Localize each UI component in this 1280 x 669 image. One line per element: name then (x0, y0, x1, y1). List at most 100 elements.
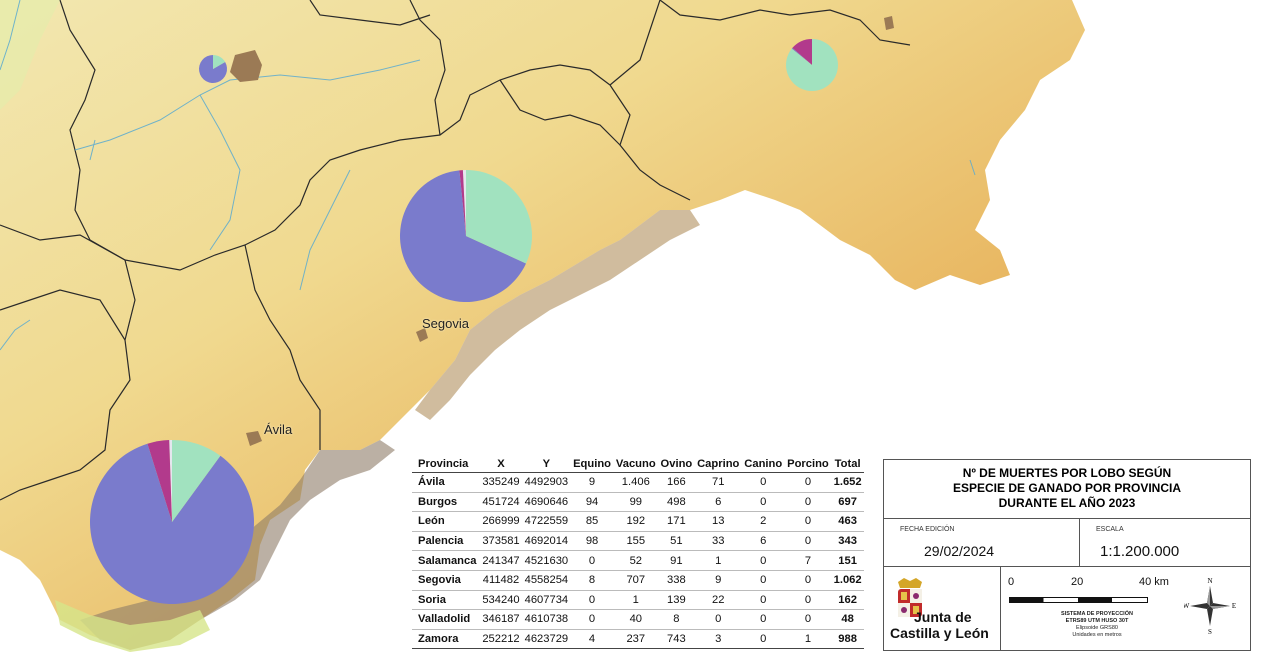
pie-slice-caprino (792, 39, 812, 65)
table-cell: 1.062 (831, 570, 864, 591)
table-cell: 99 (613, 492, 659, 513)
pie-slice-ovino (786, 39, 839, 91)
table-cell: 0 (741, 550, 785, 571)
table-cell: 534240 (479, 590, 523, 611)
table-cell: 33 (694, 531, 742, 552)
table-cell: 252212 (479, 629, 523, 650)
scale-cell: ESCALA 1:1.200.000 (1080, 519, 1251, 566)
column-header: Porcino (784, 456, 832, 473)
table-row: Salamanca 241347 4521630 0 52 91 1 0 7 151 (412, 550, 864, 571)
table-row: Valladolid 346187 4610738 0 40 8 0 0 0 48 (412, 609, 864, 630)
table-cell: 498 (658, 492, 695, 513)
table-cell: 0 (741, 570, 785, 591)
table-cell: 1.652 (831, 472, 864, 493)
table-cell: 0 (570, 609, 614, 630)
pie-slice-vacuno (791, 47, 812, 65)
table-cell: 1 (694, 550, 742, 571)
table-cell: 343 (831, 531, 864, 552)
table-cell: 8 (570, 570, 614, 591)
table-cell: 171 (658, 511, 695, 532)
lowland-green-north (0, 0, 60, 110)
legend-box: Nº DE MUERTES POR LOBO SEGÚN ESPECIE DE … (883, 459, 1251, 651)
map-title-line-2: ESPECIE DE GANADO POR PROVINCIA (952, 481, 1182, 495)
metadata-row: FECHA EDICIÓN 29/02/2024 ESCALA 1:1.200.… (884, 519, 1250, 567)
table-cell: 0 (741, 629, 785, 650)
data-table: Provincia X Y Equino Vacuno Ovino Caprino Canin… (412, 456, 864, 650)
projection-line-1: SISTEMA DE PROYECCIÓN (1061, 611, 1133, 617)
scale-label: ESCALA (1096, 526, 1124, 533)
table-cell: 266999 (479, 511, 523, 532)
table-cell: 451724 (479, 492, 523, 513)
table-cell: 94 (570, 492, 614, 513)
table-cell: 237 (613, 629, 659, 650)
table-cell: 241347 (479, 550, 523, 571)
table-cell: 151 (831, 550, 864, 571)
column-header: Canino (741, 456, 785, 473)
column-header: Total (831, 456, 864, 473)
table-row: Segovia 411482 4558254 8 707 338 9 0 0 1.062 (412, 570, 864, 591)
table-row: Ávila 335249 4492903 9 1.406 166 71 0 0 1.652 (412, 472, 864, 493)
column-header: Equino (570, 456, 614, 473)
table-row: Burgos 451724 4690646 94 99 498 6 0 0 697 (412, 492, 864, 513)
compass-n: N (1207, 577, 1212, 585)
pie-slice-vacuno (399, 170, 527, 302)
map-label-segovia: Segovia (422, 316, 469, 331)
table-row: Soria 534240 4607734 0 1 139 22 0 0 162 (412, 590, 864, 611)
table-cell: 0 (570, 590, 614, 611)
table-cell: 2 (741, 511, 785, 532)
table-row: Palencia 373581 4692014 98 155 51 33 6 0 343 (412, 531, 864, 552)
province-cell: Ávila (412, 472, 480, 493)
land-area (0, 0, 1085, 650)
table-cell: 707 (613, 570, 659, 591)
province-cell: Palencia (412, 531, 480, 552)
pie-slice-caprino (459, 170, 466, 236)
projection-line-3: Elipsoide GRS80 (1076, 625, 1118, 631)
pie-slice-equino (169, 440, 172, 522)
column-header: Y (522, 456, 571, 473)
compass-w: W (1184, 602, 1190, 610)
table-cell: 4722559 (522, 511, 571, 532)
column-header: Caprino (694, 456, 742, 473)
table-cell: 743 (658, 629, 695, 650)
table-cell: 0 (741, 472, 785, 493)
pie-chart-segovia (399, 170, 532, 302)
table-cell: 9 (694, 570, 742, 591)
table-cell: 9 (570, 472, 614, 493)
pie-slice-caprino (147, 440, 172, 522)
province-cell: Soria (412, 590, 480, 611)
scale-tick-40: 40 km (1139, 576, 1169, 588)
table-cell: 4521630 (522, 550, 571, 571)
table-cell: 166 (658, 472, 695, 493)
table-cell: 22 (694, 590, 742, 611)
pie-chart-soria (786, 39, 839, 91)
column-header: Vacuno (613, 456, 659, 473)
table-cell: 411482 (479, 570, 523, 591)
column-header: Provincia (412, 456, 480, 473)
scale-value: 1:1.200.000 (1100, 543, 1180, 560)
pie-slice-ovino (213, 55, 226, 69)
table-cell: 4 (570, 629, 614, 650)
table-cell: 85 (570, 511, 614, 532)
table-cell: 697 (831, 492, 864, 513)
province-cell: Salamanca (412, 550, 480, 571)
scale-tick-0: 0 (1008, 576, 1015, 588)
province-cell: Segovia (412, 570, 480, 591)
table-cell: 48 (831, 609, 864, 630)
table-cell: 71 (694, 472, 742, 493)
table-cell: 3 (694, 629, 742, 650)
table-cell: 373581 (479, 531, 523, 552)
table-cell: 51 (658, 531, 695, 552)
table-cell: 0 (741, 590, 785, 611)
table-cell: 4623729 (522, 629, 571, 650)
table-cell: 52 (613, 550, 659, 571)
table-cell: 4607734 (522, 590, 571, 611)
pie-slice-vacuno (90, 443, 255, 604)
table-cell: 192 (613, 511, 659, 532)
table-cell: 13 (694, 511, 742, 532)
table-cell: 4610738 (522, 609, 571, 630)
compass-e: E (1232, 602, 1236, 610)
table-cell: 335249 (479, 472, 523, 493)
table-cell: 463 (831, 511, 864, 532)
province-cell: León (412, 511, 480, 532)
